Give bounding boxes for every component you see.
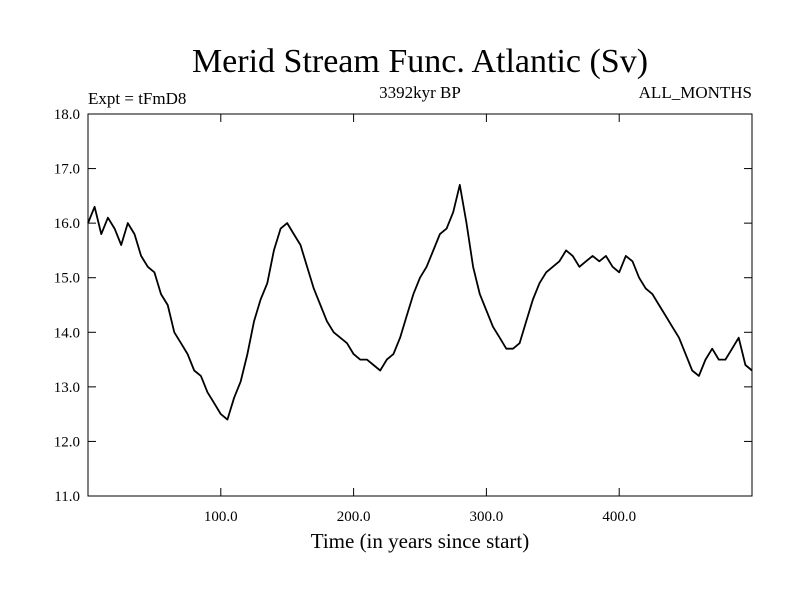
x-tick-label: 200.0 — [337, 509, 371, 525]
y-tick-label: 13.0 — [54, 380, 80, 396]
y-tick-label: 18.0 — [54, 107, 80, 123]
y-axis: 11.0 12.0 13.0 14.0 15.0 16.0 17.0 18.0 — [54, 107, 752, 505]
x-tick-label: 400.0 — [602, 509, 636, 525]
series-line — [87, 184, 753, 421]
y-tick-label: 11.0 — [54, 489, 80, 505]
experiment-label: Expt = tFmD8 — [88, 89, 186, 108]
x-axis: 100.0 200.0 300.0 400.0 — [204, 114, 636, 525]
chart-title: Merid Stream Func. Atlantic (Sv) — [192, 43, 648, 80]
x-tick-label: 100.0 — [204, 509, 238, 525]
y-tick-label: 17.0 — [54, 162, 80, 178]
x-axis-label: Time (in years since start) — [311, 529, 530, 553]
y-tick-label: 12.0 — [54, 434, 80, 450]
period-label: 3392kyr BP — [379, 83, 461, 102]
plot-frame — [87, 113, 753, 497]
y-tick-label: 14.0 — [54, 325, 80, 341]
y-tick-label: 15.0 — [54, 271, 80, 287]
y-tick-label: 16.0 — [54, 216, 80, 232]
months-label: ALL_MONTHS — [639, 83, 752, 102]
x-tick-label: 300.0 — [470, 509, 504, 525]
